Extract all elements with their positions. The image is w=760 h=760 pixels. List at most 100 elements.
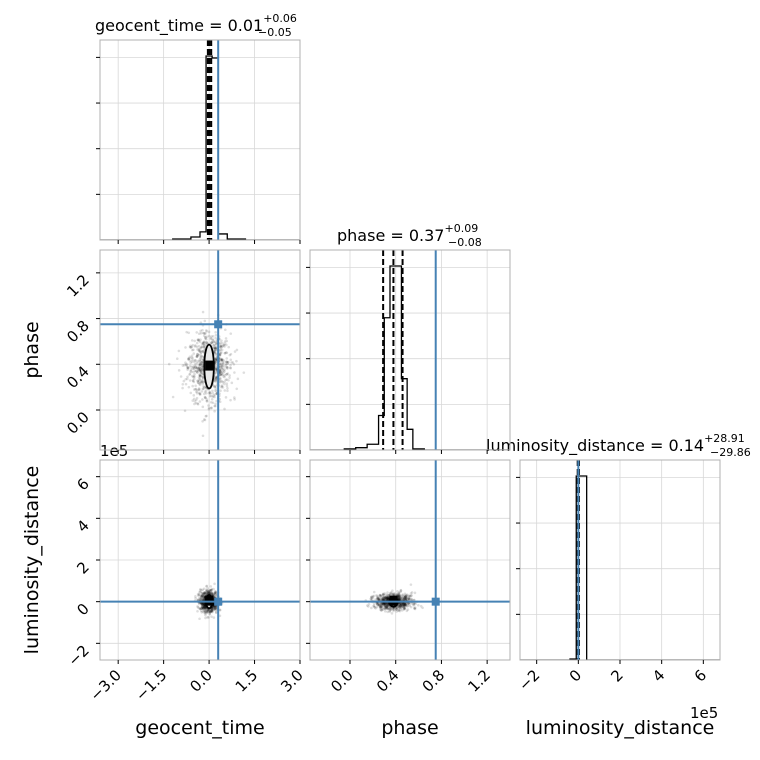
sample-point [378,605,382,608]
sample-point [192,377,196,381]
xtick-label-geocent_time-3: 1.5 [232,666,262,696]
sample-point [211,591,214,594]
title-phase-median: 0.37 [409,226,445,245]
ytick-label-luminosity_distance-4: 6 [73,475,92,494]
sample-point [205,591,209,595]
sample-point [385,603,389,607]
sample-point [187,357,190,360]
sample-point [211,391,215,395]
panel-content [100,250,300,450]
sample-point [203,606,206,609]
sample-point [405,609,409,613]
sample-point [213,582,216,586]
sample-point [397,597,401,601]
sample-point [381,592,385,596]
sample-point [383,603,387,606]
sample-point [209,337,213,341]
sample-point [177,349,181,353]
sample-point [421,606,424,610]
sample-point [223,373,227,377]
sample-point [200,610,204,614]
sample-point [190,360,194,364]
sample-point [203,606,207,610]
sample-point [387,604,390,608]
sample-point [205,611,209,614]
sample-point [398,606,402,610]
sample-point [404,595,407,599]
sample-point [214,389,217,392]
panel-geocent_time-vs-luminosity_distance: −3.0 −1.5 0.0 1.5 3.0 −2 0 2 4 6 [64,459,307,705]
sample-point [207,334,211,338]
sample-point [204,396,207,400]
sample-point [183,363,186,367]
sample-point [201,602,205,606]
sample-point [397,594,401,598]
sample-point [201,594,205,597]
sample-point [403,604,406,607]
sample-point [198,374,202,377]
sample-point [392,609,395,613]
sample-point [219,370,222,373]
sample-point [214,402,217,406]
sample-point [196,338,200,342]
sample-point [202,607,205,611]
sample-point [382,602,386,606]
sample-point [208,610,212,614]
sample-point [403,594,407,598]
sample-point [205,609,208,612]
sample-point [403,602,406,606]
sample-point [199,602,203,605]
sample-point [225,373,228,376]
sample-point [398,605,402,608]
sample-point [385,596,389,600]
sample-point [191,343,195,347]
sample-point [214,348,217,352]
sample-point [397,591,401,594]
sample-point [188,345,192,349]
sample-point [203,390,207,394]
sample-point [213,346,217,350]
sample-point [397,595,401,599]
sample-point [400,597,404,601]
sample-point [404,595,408,598]
sample-point [209,609,213,613]
sample-point [214,606,217,610]
sample-point [410,591,414,594]
sample-point [395,610,398,613]
sample-point [211,593,215,596]
sample-point [187,331,191,335]
sample-point [186,366,189,369]
panel-content [520,460,720,660]
sample-point [406,604,409,607]
sample-point [220,385,223,389]
sample-point [386,597,390,601]
sample-point [384,602,387,605]
sample-point [214,605,217,608]
sample-point [213,592,217,595]
sample-point [208,391,212,395]
sample-point [197,344,201,348]
sample-point [404,597,408,601]
sample-point [403,607,407,610]
sample-point [197,376,201,379]
sample-point [192,365,195,368]
sample-point [196,368,200,372]
sample-point [398,596,402,600]
panel-content [310,250,510,450]
sample-point [372,594,376,598]
sample-point [202,345,206,349]
sample-point [214,368,218,371]
sample-point [201,355,204,358]
sample-point [196,605,199,608]
sample-point [201,606,205,609]
sample-point [200,602,204,605]
sample-point [201,367,204,371]
sample-point [221,367,225,371]
sample-point [386,596,390,599]
sample-point [242,371,246,374]
sample-point [206,610,209,613]
sample-point [201,597,205,600]
sample-point [214,348,217,351]
sample-point [191,367,195,371]
sample-point [198,383,202,387]
